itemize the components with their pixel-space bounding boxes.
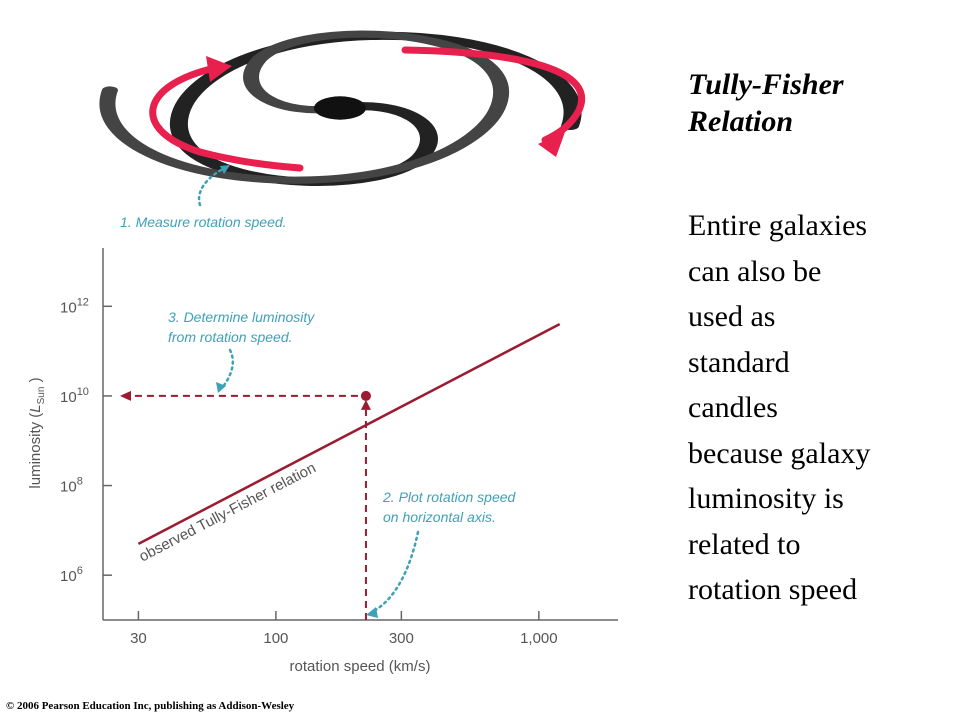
x-ticks: 30 100 300 1,000 — [130, 611, 558, 647]
series-layer: observed Tully-Fisher relation — [136, 323, 561, 565]
y-tick-label: 1010 — [60, 386, 89, 406]
y-axis-label: luminosity (LSun ) — [27, 377, 47, 488]
slide-body: Entire galaxies can also be used as stan… — [688, 203, 950, 613]
step1-label: 1. Measure rotation speed. — [120, 214, 287, 230]
step1-pointer-head — [220, 165, 230, 174]
slide-title-line2: Relation — [688, 105, 794, 138]
body-line: related to — [688, 527, 801, 561]
rotation-arrow-right — [401, 46, 586, 144]
step3-pointer — [220, 348, 234, 390]
x-tick-label: 30 — [130, 630, 147, 647]
step3-label-line2: from rotation speed. — [168, 329, 293, 345]
body-line: can also be — [688, 254, 822, 288]
highlight-point — [360, 390, 371, 401]
vertical-guide-arrowhead — [360, 399, 371, 410]
x-tick-label: 1,000 — [520, 630, 558, 647]
body-line: rotation speed — [688, 573, 858, 606]
step2-pointer-head — [366, 607, 378, 618]
rotation-arrow-left — [149, 64, 304, 172]
step2-pointer — [370, 530, 420, 614]
rotation-arrowhead-right — [538, 132, 565, 157]
step2-label-line2: on horizontal axis. — [383, 509, 496, 525]
guides-layer — [120, 390, 371, 620]
body-line: used as — [688, 300, 776, 333]
copyright-notice: © 2006 Pearson Education Inc, publishing… — [6, 700, 295, 712]
body-line: Entire galaxies — [688, 209, 868, 242]
y-tick-label: 1012 — [60, 296, 89, 316]
slide-title-line1: Tully-Fisher — [688, 68, 844, 101]
galaxy-spiral — [99, 30, 582, 186]
body-line: because galaxy — [688, 436, 871, 470]
rotation-arrowhead-left — [206, 56, 232, 82]
tully-fisher-line — [137, 323, 561, 545]
body-line: luminosity is — [688, 482, 844, 515]
body-line: standard — [688, 345, 790, 379]
horizontal-guide-arrowhead — [120, 390, 131, 401]
body-line: candles — [688, 391, 778, 424]
x-tick-label: 300 — [389, 630, 414, 647]
step3-label-line1: 3. Determine luminosity — [168, 309, 315, 325]
y-tick-label: 108 — [60, 476, 83, 496]
y-tick-label: 106 — [60, 565, 83, 585]
slide-title: Tully-Fisher Relation — [688, 66, 948, 140]
step1-pointer — [197, 166, 227, 207]
relation-label: observed Tully-Fisher relation — [136, 459, 318, 565]
step2-label-line1: 2. Plot rotation speed — [382, 489, 517, 505]
x-axis-label: rotation speed (km/s) — [290, 658, 431, 675]
y-ticks: 106 108 1010 1012 — [60, 296, 112, 585]
x-tick-label: 100 — [263, 630, 288, 647]
step3-pointer-head — [216, 382, 226, 393]
